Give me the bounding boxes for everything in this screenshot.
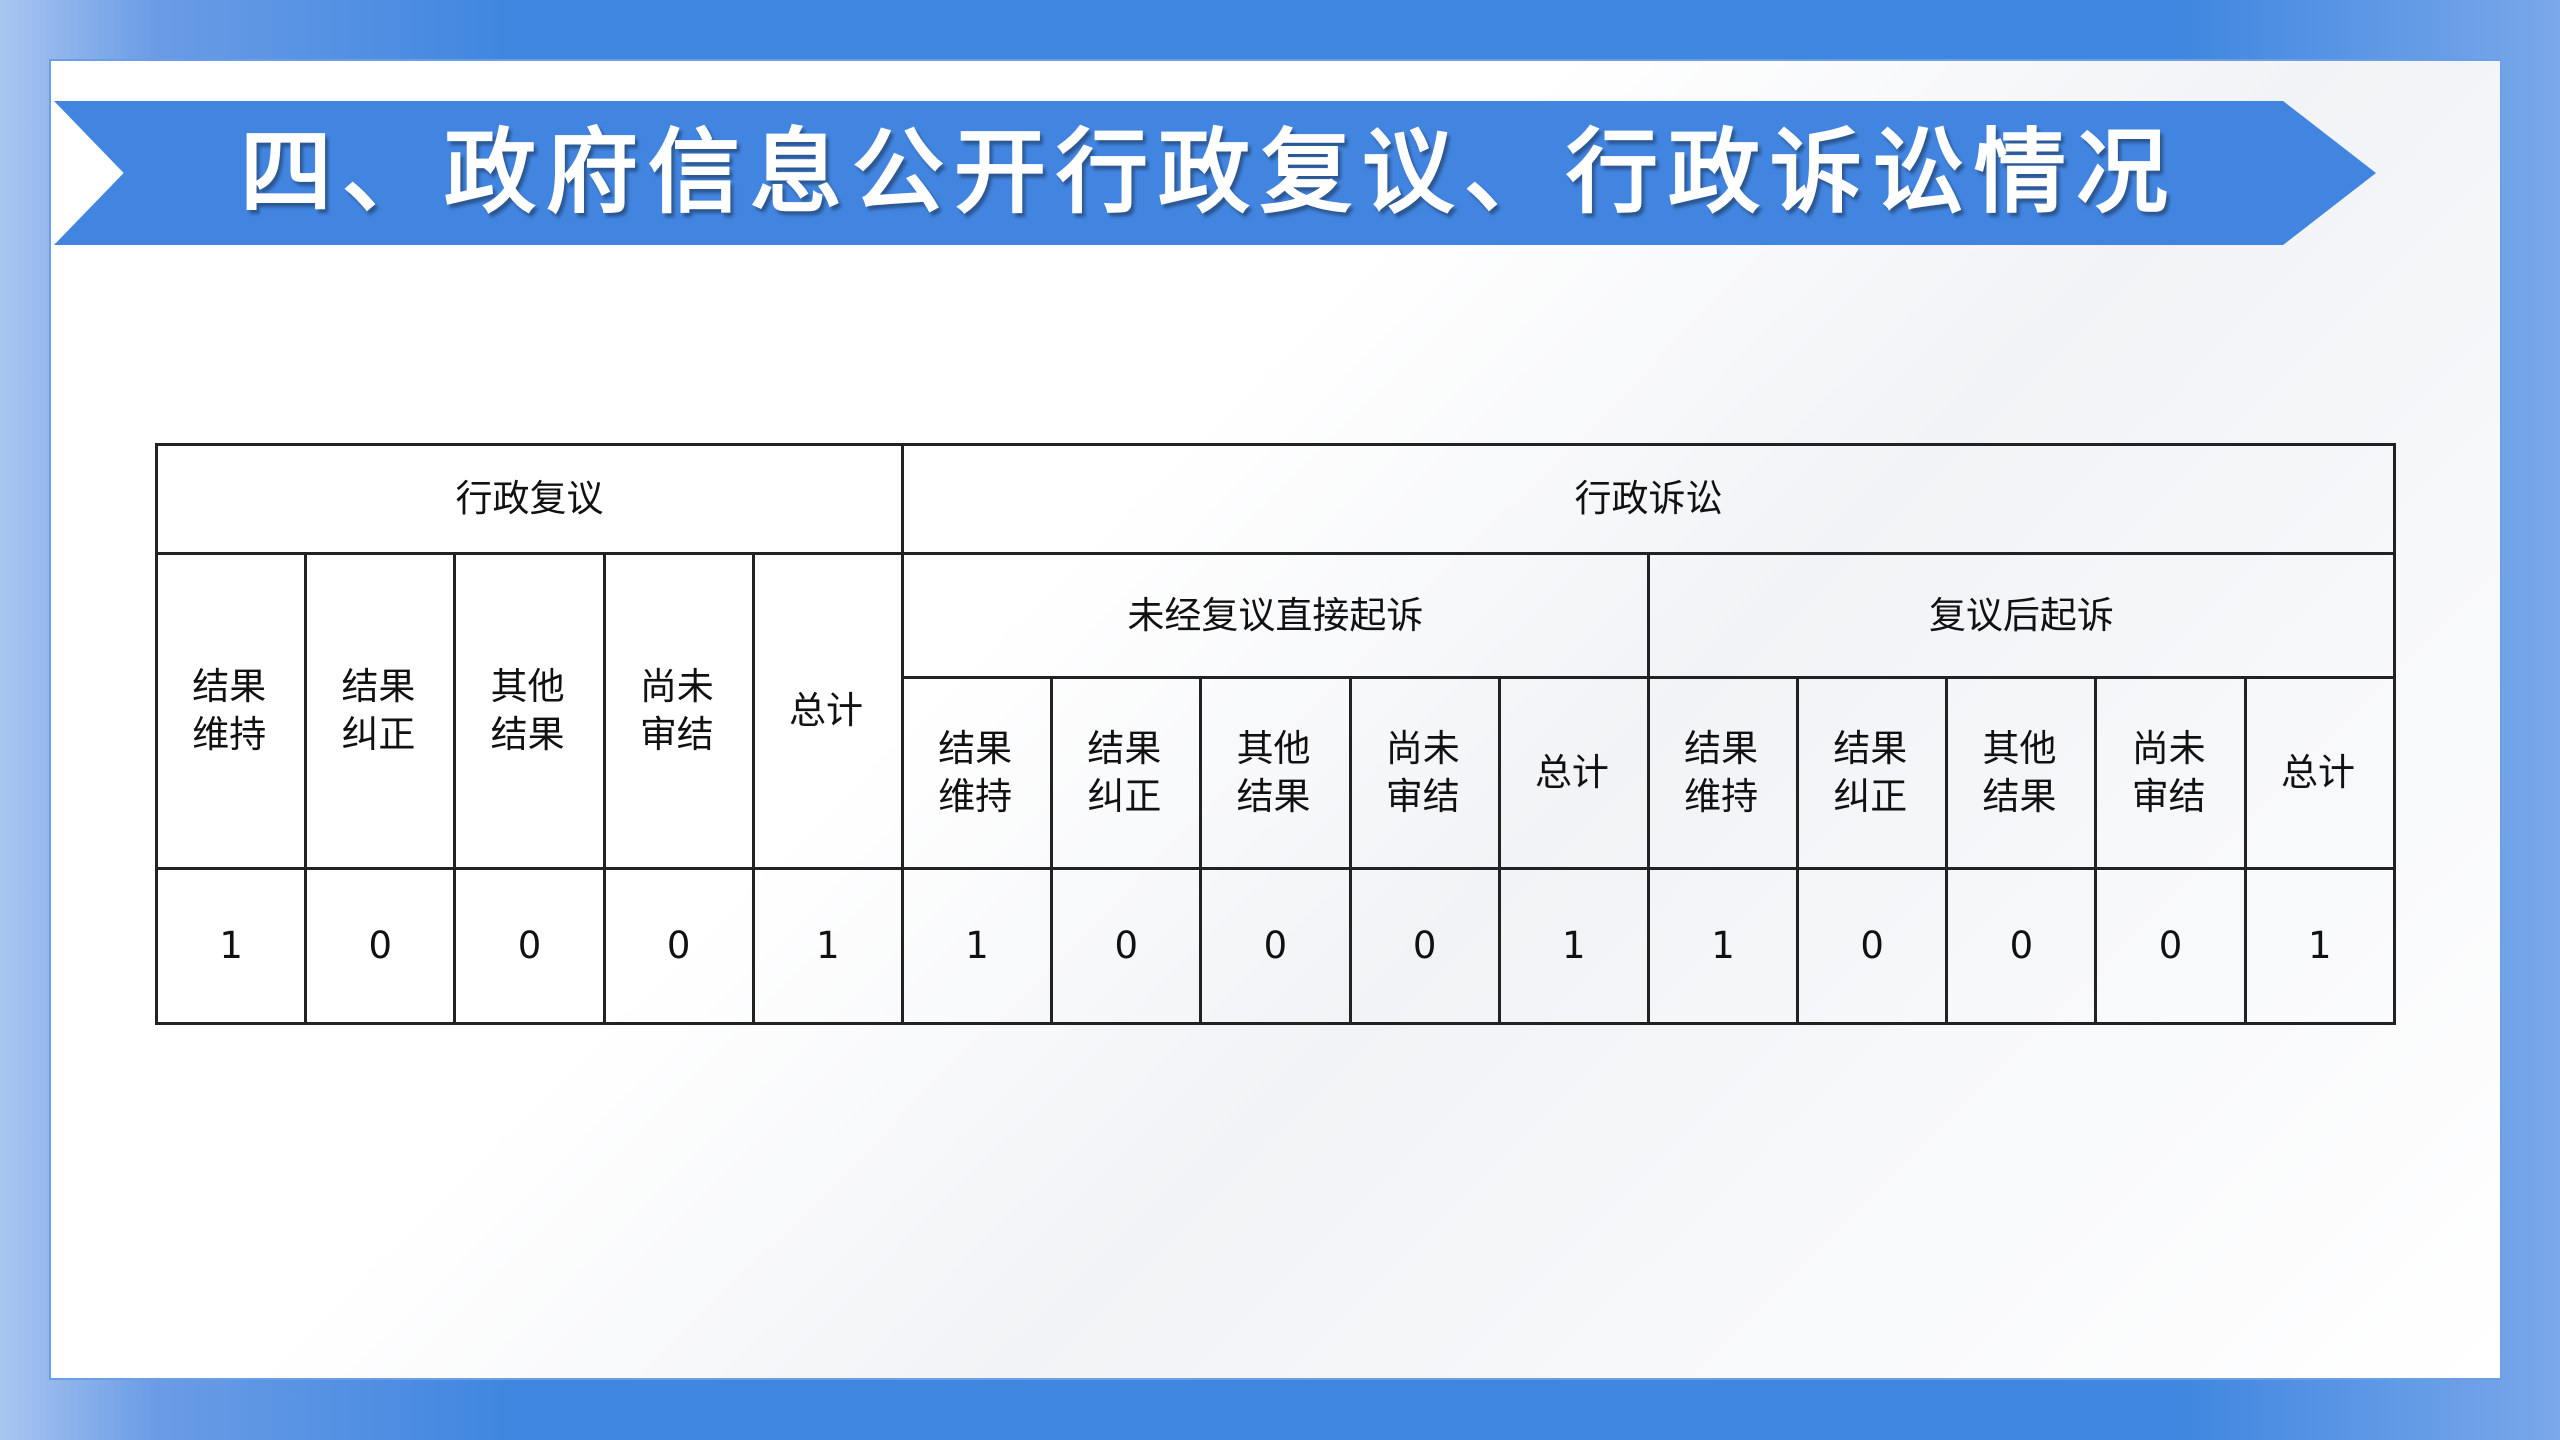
col-header-label: 总计 [1534, 751, 1609, 794]
col-header-label: 尚未审结 [2131, 727, 2206, 818]
title-banner [54, 101, 2376, 245]
value-cell: 0 [602, 867, 755, 1025]
col-header-direct: 结果维持 [900, 676, 1054, 870]
col-header-label: 总计 [2280, 751, 2355, 794]
col-header-after: 结果纠正 [1796, 676, 1949, 870]
header-direct: 未经复议直接起诉 [900, 552, 1650, 679]
col-header-direct: 尚未审结 [1348, 676, 1501, 870]
col-header-direct: 结果纠正 [1050, 676, 1203, 870]
header-after: 复议后起诉 [1646, 552, 2397, 679]
col-header-after: 其他结果 [1945, 676, 2098, 870]
value-cell: 0 [453, 867, 606, 1025]
col-header-label: 尚未审结 [1385, 727, 1460, 818]
value-cell: 1 [2243, 867, 2397, 1025]
col-header-review: 结果纠正 [304, 552, 457, 870]
stats-table: 行政复议 行政诉讼 结果维持 结果纠正 其他结果 尚未审结 总计 未经复议直接起诉 复议后… [154, 443, 2397, 1025]
header-litigation: 行政诉讼 [900, 443, 2397, 555]
col-header-label: 结果纠正 [341, 665, 416, 756]
col-header-label: 其他结果 [1982, 727, 2057, 818]
value-cell: 1 [1646, 867, 1800, 1025]
col-header-label: 结果纠正 [1087, 727, 1162, 818]
col-header-direct: 其他结果 [1199, 676, 1352, 870]
col-header-label: 结果维持 [1684, 727, 1759, 818]
col-header-label: 总计 [789, 689, 863, 732]
col-header-label: 结果维持 [938, 727, 1013, 818]
value-cell: 1 [900, 867, 1054, 1025]
col-header-after: 总计 [2243, 676, 2397, 870]
col-header-after: 尚未审结 [2094, 676, 2247, 870]
header-review: 行政复议 [155, 443, 904, 555]
col-header-after: 结果维持 [1646, 676, 1800, 870]
col-header-label: 结果维持 [192, 665, 267, 756]
value-cell: 0 [1199, 867, 1352, 1025]
value-cell: 0 [1050, 867, 1203, 1025]
col-header-label: 结果纠正 [1833, 727, 1908, 818]
col-header-review: 尚未审结 [602, 552, 755, 870]
col-header-review: 总计 [751, 552, 904, 870]
col-header-label: 其他结果 [490, 665, 565, 756]
value-cell: 0 [304, 867, 457, 1025]
value-cell: 1 [154, 867, 308, 1025]
col-header-label: 其他结果 [1236, 727, 1311, 818]
col-header-review: 结果维持 [154, 552, 308, 870]
value-cell: 0 [1796, 867, 1949, 1025]
value-cell: 0 [1348, 867, 1501, 1025]
page-title: 四、政府信息公开行政复议、行政诉讼情况 [240, 119, 2179, 226]
value-cell: 0 [1945, 867, 2098, 1025]
col-header-review: 其他结果 [453, 552, 606, 870]
value-cell: 0 [2094, 867, 2247, 1025]
col-header-direct: 总计 [1497, 676, 1650, 870]
value-cell: 1 [1497, 867, 1650, 1025]
col-header-label: 尚未审结 [639, 665, 714, 756]
value-cell: 1 [751, 867, 904, 1025]
